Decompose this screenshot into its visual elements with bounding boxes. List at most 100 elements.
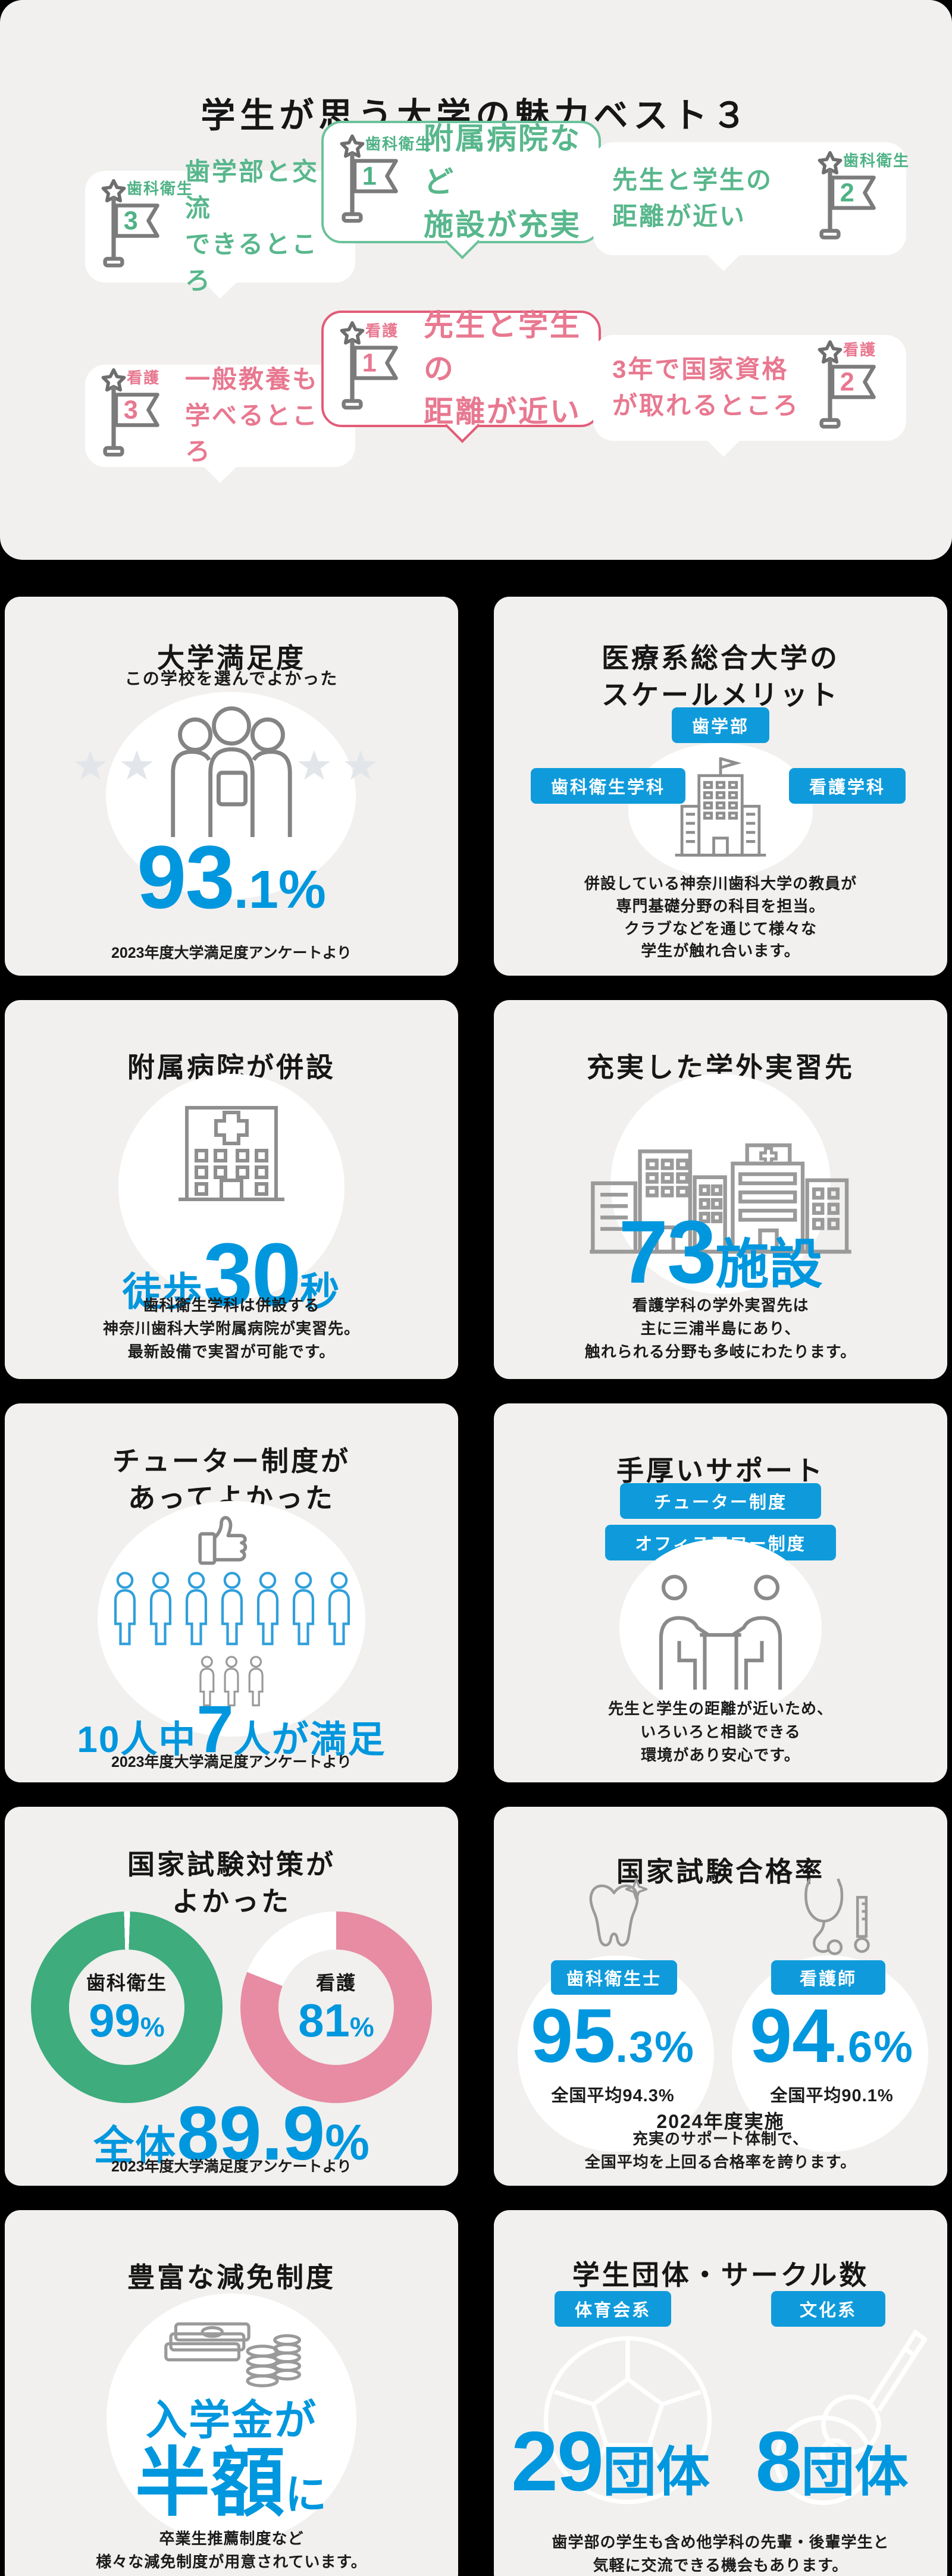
rank1-flag-icon: 1 歯科衛生	[338, 133, 431, 231]
unsatisfied-people-icons	[183, 1656, 280, 1709]
rank2-flag-icon: 2 看護	[816, 339, 892, 437]
dental-donut-chart: 歯科衛生 99%	[31, 1911, 223, 2103]
sports-count: 29団体	[511, 2414, 710, 2509]
dental-pass-rate: 95.3%	[531, 1994, 695, 2079]
culture-pill: 文化系	[727, 2291, 929, 2327]
soccer-ball-icon	[530, 2322, 726, 2518]
guitar-icon	[754, 2316, 927, 2512]
stethoscope-icon	[787, 1873, 882, 1960]
culture-count: 8団体	[755, 2414, 909, 2509]
nurse-pill: 看護師	[739, 1960, 917, 1995]
card-scale-merit: 医療系総合大学の スケールメリット 歯学部	[494, 597, 947, 976]
white-circle	[98, 1501, 365, 1737]
card-exemption: 豊富な減免制度 入学金が 半額に	[5, 2210, 458, 2576]
card-satisfaction: 大学満足度 この学校を選んでよかった 93.1% 2023年度大学満足度アンケー…	[5, 597, 458, 976]
overall-value: 全体89.9%	[93, 2091, 369, 2176]
nursing-donut-chart: 看護 81%	[240, 1911, 432, 2103]
thumbs-up-icon	[194, 1506, 270, 1568]
students-group-icon	[161, 703, 302, 837]
rank2-flag-icon: 2 歯科衛生	[816, 150, 909, 247]
nurse-pass-rate: 94.6%	[750, 1994, 914, 2079]
money-icon	[157, 2304, 306, 2397]
satisfied-people-icons	[107, 1569, 357, 1652]
card-title: 学生団体・サークル数	[572, 2260, 869, 2291]
rank3-text: 一般教養も 学べるところ	[185, 365, 320, 466]
exam-year-note: 2024年度実施	[656, 2111, 785, 2132]
city-buildings-icon	[584, 1107, 857, 1259]
card-exam-pass: 国家試験合格率 歯科衛生士 看護師	[494, 1807, 947, 2186]
walk-time-value: 徒歩30秒	[122, 1224, 341, 1324]
satisfaction-value: 93.1%	[137, 827, 326, 927]
donut-center: 歯科衛生 99%	[69, 1950, 184, 2065]
white-circle	[106, 692, 356, 899]
rank1-text: 先生と学生の 距離が近い	[424, 309, 581, 429]
card-caption: 2023年度大学満足度アンケートより	[111, 2158, 352, 2175]
dental-national-average: 全国平均94.3%	[551, 2086, 675, 2105]
sports-pill: 体育会系	[512, 2291, 714, 2327]
svg-text:3: 3	[124, 206, 138, 235]
card-support: 手厚いサポート チューター制度 オフィスアワー制度 先生と学生の距離が近いため、	[494, 1403, 947, 1782]
nursing-rank2-bubble: 3年で国家資格 が取れるところ 2 看護	[593, 335, 906, 457]
dental-rank1-bubble: 1 歯科衛生 附属病院など 施設が充実	[321, 121, 601, 259]
svg-text:2: 2	[840, 368, 854, 396]
card-clubs: 学生団体・サークル数 体育会系 文化系	[494, 2210, 947, 2576]
rank2-text: 先生と学生の 距離が近い	[612, 166, 774, 230]
card-title: 医療系総合大学の スケールメリット	[602, 643, 840, 711]
tooth-icon	[572, 1877, 656, 1957]
card-title: 手厚いサポート	[616, 1455, 825, 1487]
nurse-national-average: 全国平均90.1%	[770, 2086, 894, 2105]
dept-label: 看護	[127, 369, 161, 387]
dental-rank3-bubble: 3 歯科衛生 歯学部と交流 できるところ	[85, 158, 355, 299]
card-description: 併設している神奈川歯科大学の教員が 専門基礎分野の科目を担当。 クラブなどを通じ…	[584, 875, 857, 960]
dept-label: 歯科衛生	[127, 180, 194, 198]
dept-label: 歯科衛生	[365, 135, 433, 153]
rank3-flag-icon: 3 歯科衛生	[99, 178, 192, 275]
dept-label: 看護	[843, 341, 877, 359]
card-title: 豊富な減免制度	[127, 2262, 336, 2293]
rank3-text: 歯学部と交流 できるところ	[185, 158, 320, 294]
dept-label: 看護	[365, 322, 399, 340]
sites-count-value: 73施設	[618, 1202, 823, 1302]
tutor-satisfaction-value: 10人中7人が満足	[77, 1692, 386, 1766]
card-caption: 2023年度大学満足度アンケートより	[111, 945, 352, 961]
faculty-pill-top: 歯学部	[494, 707, 947, 743]
svg-text:2: 2	[840, 178, 854, 207]
rank3-flag-icon: 3 看護	[99, 367, 176, 465]
card-description: 充実のサポート体制で、 全国平均を上回る合格率を誇ります。	[584, 2130, 857, 2171]
card-tutor-survey: チューター制度が あってよかった	[5, 1403, 458, 1782]
rank2-text: 3年で国家資格 が取れるところ	[612, 355, 800, 419]
dept-pill-right: 看護学科	[788, 768, 906, 804]
svg-text:3: 3	[124, 396, 138, 424]
card-title: 国家試験対策が よかった	[127, 1849, 336, 1917]
white-circle	[619, 1539, 822, 1718]
card-description: 先生と学生の距離が近いため、 いろいろと相談できる 環境があり安心です。	[607, 1700, 833, 1764]
star-icon	[74, 750, 107, 780]
dental-hygienist-pill: 歯科衛生士	[525, 1960, 703, 1995]
svg-text:1: 1	[362, 349, 377, 377]
card-description: 歯科衛生学科は併設する 神奈川歯科大学附属病院が実習先。 最新設備で実習が可能で…	[102, 1296, 360, 1361]
card-exam-prep: 国家試験対策が よかった 歯科衛生 99% 看護 81% 全体89.9% 202…	[5, 1807, 458, 2186]
consultation-icon	[635, 1562, 806, 1696]
card-title: 大学満足度	[157, 643, 306, 674]
nursing-rank1-bubble: 1 看護 先生と学生の 距離が近い	[321, 309, 601, 443]
tutor-system-pill: チューター制度	[494, 1483, 947, 1519]
card-training-sites: 充実した学外実習先	[494, 1000, 947, 1379]
rank1-flag-icon: 1 看護	[338, 320, 414, 418]
donut-center: 看護 81%	[278, 1950, 394, 2065]
card-description: 卒業生推薦制度など 様々な減免制度が用意されています。	[96, 2530, 367, 2571]
card-title: 国家試験合格率	[616, 1856, 825, 1888]
dept-label: 歯科衛生	[843, 152, 910, 170]
svg-text:1: 1	[362, 162, 377, 190]
card-description: 歯学部の学生も含め他学科の先輩・後輩学生と 気軽に交流できる機会もあります。	[552, 2533, 890, 2574]
rank1-text: 附属病院など 施設が充実	[424, 122, 581, 242]
card-hospital: 附属病院が併設 徒歩30秒 歯科衛生学科は併設する 神奈川歯科大学附属病院が実習…	[5, 1000, 458, 1379]
nursing-rank3-bubble: 3 看護 一般教養も 学べるところ	[85, 365, 355, 483]
hospital-building-icon	[163, 1090, 300, 1217]
dept-pill-left: 歯科衛生学科	[531, 768, 686, 804]
admission-fee-line2: 半額に	[135, 2441, 328, 2525]
admission-fee-line1: 入学金が	[146, 2397, 317, 2443]
card-caption: 2023年度大学満足度アンケートより	[111, 1754, 352, 1770]
card-description: 看護学科の学外実習先は 主に三浦半島にあり、 触れられる分野も多岐にわたります。	[584, 1296, 857, 1361]
dental-rank2-bubble: 先生と学生の 距離が近い 2 歯科衛生	[593, 142, 909, 271]
